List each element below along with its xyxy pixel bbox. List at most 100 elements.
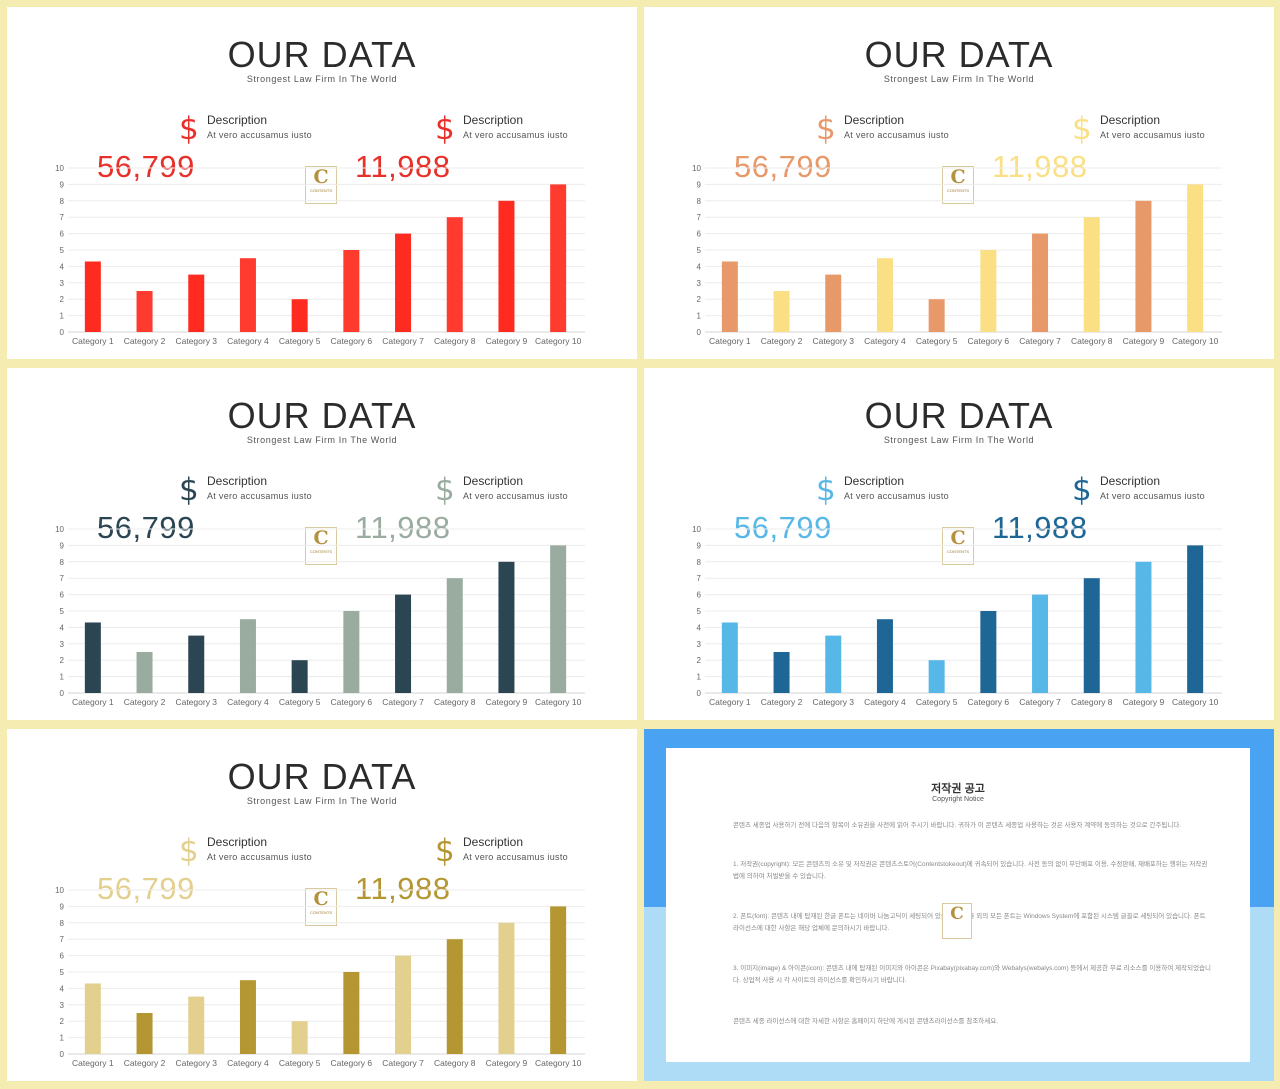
stat-value: 11,988 <box>355 871 451 906</box>
bar <box>239 258 256 332</box>
slide-title: OUR DATA <box>227 395 417 436</box>
bar <box>498 200 515 332</box>
x-tick-label: Category 6 <box>968 697 1010 707</box>
x-tick-label: Category 1 <box>72 1058 114 1068</box>
stat-label: Description <box>463 474 524 488</box>
stat-label: Description <box>207 113 268 127</box>
x-tick-label: Category 7 <box>382 697 424 707</box>
logo-word: CONTENTS <box>310 188 332 193</box>
x-tick-label: Category 4 <box>864 697 906 707</box>
x-tick-label: Category 5 <box>916 336 958 346</box>
stat-sublabel: At vero accusamus iusto <box>1100 130 1205 140</box>
bar <box>876 619 893 693</box>
bar <box>188 274 205 332</box>
stat-value: 11,988 <box>992 149 1088 184</box>
bar <box>773 291 790 332</box>
bar-chart: 0 1 2 3 4 5 6 7 8 9 10 Category 1 Category 2 Category… <box>692 525 1222 707</box>
y-tick-label: 1 <box>60 312 65 321</box>
stat-sublabel: At vero accusamus iusto <box>463 130 568 140</box>
notice-card: 저작권 공고 Copyright Notice 콘텐츠 세종업 사용하기 전에 … <box>666 748 1250 1062</box>
x-tick-label: Category 4 <box>864 336 906 346</box>
stat-label: Description <box>463 835 524 849</box>
x-tick-label: Category 10 <box>535 1058 582 1068</box>
bar <box>1135 200 1152 332</box>
x-tick-label: Category 9 <box>1123 336 1165 346</box>
dollar-icon: $ <box>179 111 199 147</box>
notice-paragraph: 콘텐츠 세종 라이선스에 대한 자세한 사항은 홈페이지 하단에 게시된 콘텐츠… <box>733 1018 999 1025</box>
y-tick-label: 10 <box>55 525 64 534</box>
y-tick-label: 9 <box>60 541 65 550</box>
stat-sublabel: At vero accusamus iusto <box>207 130 312 140</box>
bar <box>84 261 101 332</box>
y-tick-label: 2 <box>60 656 65 665</box>
y-tick-label: 3 <box>697 640 702 649</box>
y-tick-label: 6 <box>60 591 65 600</box>
dollar-icon: $ <box>435 472 455 508</box>
bar <box>239 619 256 693</box>
bar <box>343 250 360 332</box>
bar <box>446 578 463 693</box>
notice-paragraph: 2. 폰트(font): 콘텐츠 내에 탑재된 한글 폰트는 네이버 나눔고딕이… <box>733 913 1206 932</box>
y-tick-label: 1 <box>697 673 702 682</box>
slide-title: OUR DATA <box>227 34 417 75</box>
bar <box>1135 561 1152 693</box>
bar-chart: 0 1 2 3 4 5 6 7 8 9 10 Category 1 Category 2 Category… <box>55 525 585 707</box>
logo-letter: C <box>313 166 329 188</box>
y-tick-label: 2 <box>60 1017 65 1026</box>
x-tick-label: Category 3 <box>812 336 854 346</box>
dollar-icon: $ <box>1072 111 1092 147</box>
bar <box>498 561 515 693</box>
bar <box>498 922 515 1054</box>
bar <box>84 983 101 1054</box>
x-tick-label: Category 2 <box>761 697 803 707</box>
dollar-icon: $ <box>816 111 836 147</box>
x-tick-label: Category 3 <box>175 1058 217 1068</box>
x-tick-label: Category 1 <box>72 336 114 346</box>
x-tick-label: Category 4 <box>227 1058 269 1068</box>
dollar-icon: $ <box>435 111 455 147</box>
y-tick-label: 5 <box>697 607 702 616</box>
slide-1: OUR DATA Strongest Law Firm In The World $… <box>7 7 637 359</box>
y-tick-label: 5 <box>60 246 65 255</box>
stat-value: 11,988 <box>992 510 1088 545</box>
x-tick-label: Category 7 <box>382 336 424 346</box>
y-tick-label: 8 <box>697 197 702 206</box>
y-tick-label: 8 <box>60 919 65 928</box>
logo-letter: C <box>313 527 329 549</box>
y-tick-label: 4 <box>697 623 702 632</box>
x-tick-label: Category 5 <box>279 336 321 346</box>
y-tick-label: 1 <box>60 673 65 682</box>
bar <box>136 1013 153 1054</box>
x-tick-label: Category 9 <box>486 336 528 346</box>
bar <box>239 980 256 1054</box>
bar-chart: 0 1 2 3 4 5 6 7 8 9 10 Category 1 Category 2 Category… <box>55 164 585 346</box>
bar <box>825 274 842 332</box>
bar <box>1083 217 1100 332</box>
y-tick-label: 0 <box>697 689 702 698</box>
bar <box>876 258 893 332</box>
logo-word: CONTENTS <box>947 549 969 554</box>
bar <box>1187 184 1204 332</box>
bar <box>721 622 738 693</box>
slide-5: OUR DATA Strongest Law Firm In The World $… <box>7 729 637 1081</box>
x-tick-label: Category 7 <box>1019 336 1061 346</box>
bar-chart: 0 1 2 3 4 5 6 7 8 9 10 Category 1 Category 2 Category… <box>692 164 1222 346</box>
y-tick-label: 5 <box>60 607 65 616</box>
slide-subtitle: Strongest Law Firm In The World <box>246 796 398 806</box>
y-tick-label: 5 <box>697 246 702 255</box>
notice-paragraph: 1. 저작권(copyright): 모든 콘텐츠의 소유 및 저작권은 콘텐츠… <box>733 861 1208 880</box>
contents-logo: C CONTENTS <box>942 527 974 565</box>
notice-paragraph: 콘텐츠 세종업 사용하기 전에 다음의 항목이 소유권을 사전에 읽어 주시기 … <box>733 822 1182 829</box>
y-tick-label: 8 <box>60 558 65 567</box>
y-tick-label: 10 <box>692 164 701 173</box>
y-tick-label: 6 <box>60 230 65 239</box>
bar <box>395 594 412 693</box>
y-tick-label: 2 <box>697 295 702 304</box>
y-tick-label: 8 <box>60 197 65 206</box>
dollar-icon: $ <box>816 472 836 508</box>
y-tick-label: 3 <box>60 1001 65 1010</box>
x-tick-label: Category 5 <box>916 697 958 707</box>
y-tick-label: 9 <box>60 902 65 911</box>
bar-chart: 0 1 2 3 4 5 6 7 8 9 10 Category 1 Category 2 Category… <box>55 886 585 1068</box>
bar <box>395 955 412 1054</box>
